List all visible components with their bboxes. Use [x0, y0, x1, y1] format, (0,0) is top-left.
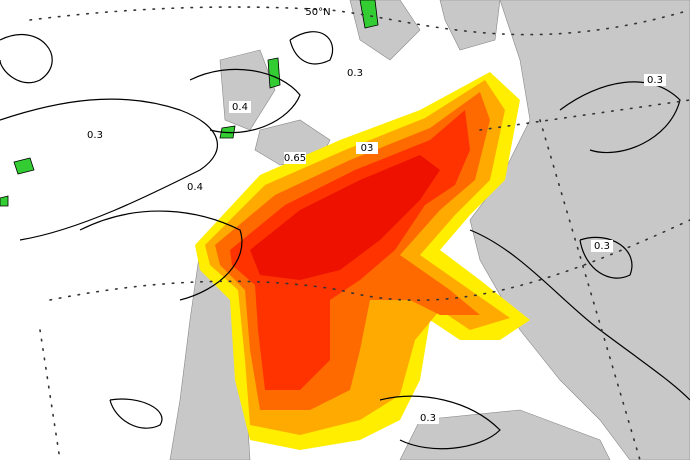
- contour-label: 03: [361, 143, 374, 154]
- contours: [0, 31, 690, 450]
- label-background: [84, 129, 106, 141]
- label-background: [591, 240, 613, 252]
- label-background: [356, 142, 378, 154]
- label-background: [344, 67, 366, 79]
- label-background: [229, 101, 251, 113]
- graticule: [29, 6, 690, 460]
- contour-label: 0.3: [347, 68, 363, 79]
- contour-label: 0.3: [420, 413, 436, 424]
- contour-label: 0.4: [187, 182, 203, 193]
- green-patches: [0, 0, 379, 207]
- contour-label: 0.3: [87, 130, 103, 141]
- labels: 50°N 0.3 0.3 0.4 0.3 0.65 03 0.4 0.3 0.3: [84, 7, 666, 424]
- contour-label: 0.3: [594, 241, 610, 252]
- label-background: [184, 181, 206, 193]
- contour-label: 0.65: [284, 153, 306, 164]
- contour-label: 0.3: [647, 75, 663, 86]
- label-background: [284, 152, 306, 164]
- label-background: [644, 74, 666, 86]
- latitude-label: 50°N: [305, 7, 330, 18]
- anomaly-field: [195, 72, 530, 450]
- label-background: [417, 412, 439, 424]
- contour-label: 0.4: [232, 102, 248, 113]
